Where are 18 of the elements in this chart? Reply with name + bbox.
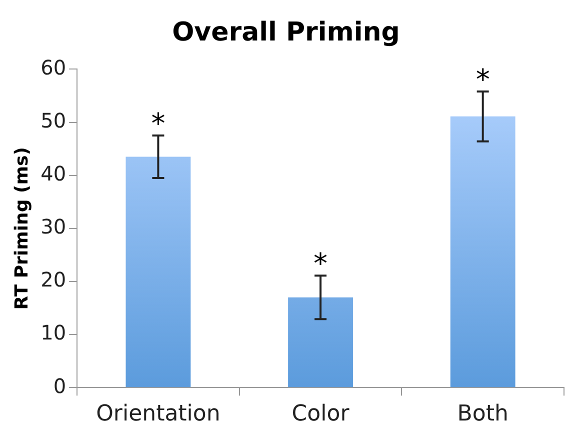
annotation: * bbox=[151, 106, 166, 140]
bar bbox=[450, 116, 516, 388]
chart-title: Overall Priming bbox=[172, 17, 400, 48]
y-axis-title: RT Priming (ms) bbox=[11, 147, 32, 310]
y-tick-label: 60 bbox=[40, 55, 66, 80]
y-tick-label: 20 bbox=[40, 268, 66, 292]
y-tick-label: 30 bbox=[40, 214, 66, 239]
annotation: * bbox=[476, 62, 490, 96]
bar bbox=[126, 156, 191, 388]
y-tick-label: 0 bbox=[53, 374, 66, 398]
x-tick-label: Color bbox=[292, 402, 350, 427]
y-tick-label: 50 bbox=[40, 108, 66, 132]
bar bbox=[288, 297, 353, 388]
x-tick-label: Both bbox=[457, 402, 508, 427]
annotation: * bbox=[314, 246, 328, 280]
y-tick-label: 10 bbox=[40, 320, 66, 345]
x-tick-label: Orientation bbox=[96, 402, 220, 427]
y-tick-label: 40 bbox=[40, 162, 66, 186]
